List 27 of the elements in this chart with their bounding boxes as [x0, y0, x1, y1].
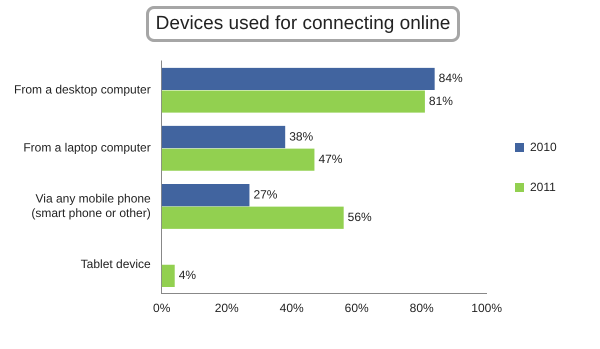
x-tick-label: 60% — [344, 301, 370, 316]
data-label: 84% — [438, 71, 464, 86]
legend-label: 2011 — [530, 180, 556, 194]
data-label: 47% — [318, 152, 343, 166]
bar — [162, 206, 344, 229]
y-tick-label: From a laptop computer — [23, 140, 151, 155]
data-label: 56% — [348, 210, 372, 224]
bar — [162, 126, 286, 148]
x-tick-label: 20% — [214, 301, 240, 316]
data-label: 81% — [428, 94, 454, 108]
y-tick-label: Tablet device — [80, 256, 152, 271]
data-label: 4% — [178, 268, 196, 282]
x-tick-label: 100% — [471, 301, 502, 316]
bar — [162, 148, 314, 171]
data-label: 38% — [289, 129, 314, 144]
bar — [162, 184, 250, 206]
bar — [162, 90, 425, 113]
y-tick-label: Via any mobile phone (smart phone or other) — [31, 192, 152, 220]
y-tick-label: From a desktop computer — [14, 82, 151, 97]
x-tick-label: 80% — [410, 301, 434, 316]
data-label: 27% — [253, 187, 278, 202]
x-tick-label: 0% — [153, 301, 171, 316]
legend-label: 2010 — [530, 140, 557, 154]
x-tick-label: 40% — [280, 301, 304, 316]
bar — [162, 68, 435, 90]
chart-title: Devices used for connecting online — [146, 6, 460, 42]
bar — [162, 264, 175, 287]
